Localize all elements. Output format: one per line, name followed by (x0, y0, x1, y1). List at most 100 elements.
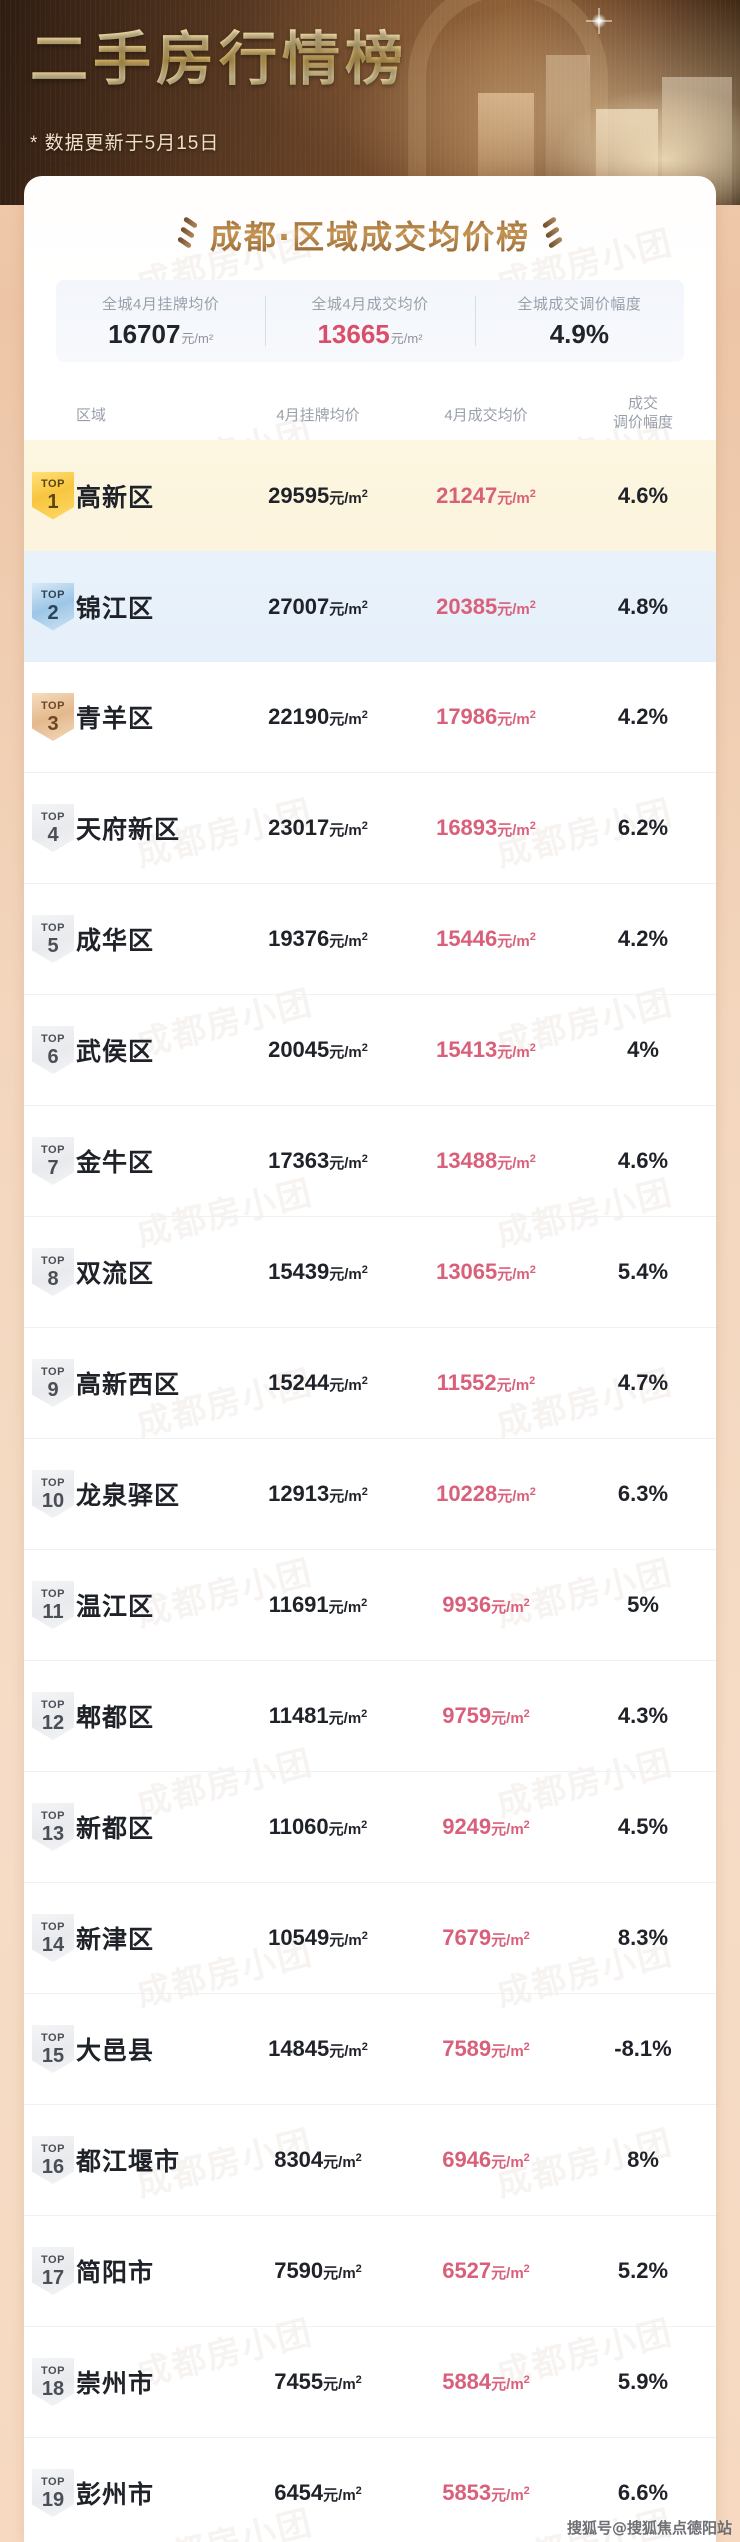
rank-badge-label: TOP (41, 1698, 65, 1711)
rank-badge-icon: TOP 19 (32, 2469, 74, 2517)
price-number: 5884 (442, 2369, 492, 2394)
area-name: 都江堰市 (76, 2148, 181, 2176)
price-unit: 元/m2 (497, 598, 536, 618)
wheat-left-icon (176, 216, 199, 253)
deal-price-value: 16893元/m2 (402, 815, 570, 841)
area-name: 龙泉驿区 (76, 1482, 181, 1510)
table-row[interactable]: TOP 5 成华区 19376元/m2 15446元/m2 4.2% (24, 884, 716, 995)
listing-price-value: 15439元/m2 (234, 1259, 402, 1285)
adjust-rate-value: 4.2% (617, 926, 669, 951)
rank-badge-icon: TOP 17 (32, 2247, 74, 2295)
price-unit: 元/m2 (497, 1042, 536, 1061)
area-name: 新都区 (76, 1815, 155, 1843)
price-unit: 元/m2 (497, 487, 536, 507)
listing-price-value: 7590元/m2 (234, 2258, 402, 2284)
summary-number: 4.9% (549, 318, 609, 349)
area-name: 大邑县 (76, 2037, 155, 2065)
table-row[interactable]: TOP 15 大邑县 14845元/m2 7589元/m2 -8.1% (24, 1994, 716, 2105)
adjust-rate-value: 5.4% (617, 1259, 669, 1284)
listing-price-value: 7455元/m2 (234, 2369, 402, 2395)
table-row[interactable]: TOP 16 都江堰市 8304元/m2 6946元/m2 8% (24, 2105, 716, 2216)
summary-cell-deal-price: 全城4月成交均价 13665元/m² (265, 280, 474, 362)
price-unit: 元/m2 (323, 2485, 362, 2504)
price-number: 8304 (274, 2147, 324, 2172)
summary-label: 全城4月挂牌均价 (101, 295, 220, 313)
rank-badge-cell: TOP 7 (24, 1137, 76, 1185)
rank-badge-icon: TOP 5 (32, 915, 74, 963)
rank-badge-number: 1 (47, 491, 59, 513)
price-number: 6527 (442, 2258, 492, 2283)
table-row[interactable]: TOP 13 新都区 11060元/m2 9249元/m2 4.5% (24, 1772, 716, 1883)
column-header-rate-line2: 调价幅度 (612, 414, 673, 431)
price-unit: 元/m2 (497, 709, 536, 728)
price-number: 15413 (436, 1037, 498, 1062)
price-number: 27007 (268, 593, 330, 619)
summary-cell-adjust-rate: 全城成交调价幅度 4.9% (474, 280, 684, 362)
rank-badge-number: 15 (41, 2044, 65, 2067)
summary-label: 全城4月成交均价 (311, 295, 429, 313)
source-watermark: 搜狐号@搜狐焦点德阳站 (566, 2519, 732, 2537)
price-number: 17986 (436, 704, 498, 729)
price-unit: 元/m2 (491, 2374, 530, 2393)
table-row[interactable]: TOP 17 简阳市 7590元/m2 6527元/m2 5.2% (24, 2216, 716, 2327)
rank-badge-number: 11 (42, 1600, 64, 1623)
price-unit: 元/m2 (329, 1930, 368, 1949)
deal-price-value: 7589元/m2 (402, 2036, 570, 2062)
ranking-rows: TOP 1 高新区 29595元/m2 21247元/m2 4.6% TOP 2 锦江区 2700… (24, 440, 716, 2542)
rank-badge-label: TOP (41, 1920, 65, 1933)
column-header-deal: 4月成交均价 (444, 406, 528, 424)
rank-badge-cell: TOP 11 (24, 1581, 76, 1629)
rank-badge-number: 6 (47, 1045, 59, 1068)
table-row[interactable]: TOP 19 彭州市 6454元/m2 5853元/m2 6.6% (24, 2438, 716, 2542)
rank-badge-icon: TOP 8 (32, 1248, 74, 1296)
table-row[interactable]: TOP 1 高新区 29595元/m2 21247元/m2 4.6% (24, 440, 716, 551)
table-row[interactable]: TOP 2 锦江区 27007元/m2 20385元/m2 4.8% (24, 551, 716, 662)
price-number: 29595 (268, 482, 330, 508)
price-number: 15446 (436, 926, 498, 951)
hero-banner: 二手房行情榜 * 数据更新于5月15日 (0, 0, 740, 205)
deal-price-value: 5884元/m2 (402, 2369, 570, 2395)
table-row[interactable]: TOP 12 郫都区 11481元/m2 9759元/m2 4.3% (24, 1661, 716, 1772)
rank-badge-number: 19 (41, 2488, 65, 2511)
adjust-rate-value: 4.5% (617, 1814, 669, 1839)
price-unit: 元/m2 (329, 2041, 368, 2060)
rank-badge-number: 3 (47, 712, 59, 735)
table-row[interactable]: TOP 14 新津区 10549元/m2 7679元/m2 8.3% (24, 1883, 716, 1994)
rank-badge-label: TOP (41, 1143, 65, 1156)
summary-label: 全城成交调价幅度 (517, 295, 642, 313)
price-number: 21247 (436, 482, 498, 508)
price-unit: 元/m2 (497, 931, 536, 950)
rank-badge-icon: TOP 2 (32, 582, 74, 631)
rank-badge-cell: TOP 14 (24, 1914, 76, 1962)
rank-badge-number: 10 (41, 1489, 65, 1512)
area-name: 简阳市 (76, 2259, 155, 2287)
adjust-rate-value: 4.6% (617, 482, 669, 508)
rank-badge-number: 18 (41, 2377, 65, 2400)
rank-badge-cell: TOP 18 (24, 2358, 76, 2406)
summary-value: 13665元/m² (317, 319, 422, 350)
hero-update-note: * 数据更新于5月15日 (30, 133, 220, 154)
area-name: 高新区 (76, 483, 155, 512)
price-number: 11481 (268, 1703, 329, 1728)
table-row[interactable]: TOP 6 武侯区 20045元/m2 15413元/m2 4% (24, 995, 716, 1106)
table-row[interactable]: TOP 10 龙泉驿区 12913元/m2 10228元/m2 6.3% (24, 1439, 716, 1550)
table-row[interactable]: TOP 8 双流区 15439元/m2 13065元/m2 5.4% (24, 1217, 716, 1328)
listing-price-value: 11060元/m2 (234, 1814, 402, 1840)
listing-price-value: 22190元/m2 (234, 704, 402, 730)
table-row[interactable]: TOP 9 高新西区 15244元/m2 11552元/m2 4.7% (24, 1328, 716, 1439)
rank-badge-icon: TOP 1 (32, 471, 74, 520)
summary-unit: 元/m² (181, 330, 214, 346)
listing-price-value: 12913元/m2 (234, 1481, 402, 1507)
rank-badge-label: TOP (41, 1365, 65, 1378)
ranking-card: 成都房小团 成都房小团 成都房小团 成都房小团 成都房小团 成都房小团 成都房小团 成都房小团… (24, 176, 716, 2542)
area-name: 郫都区 (76, 1704, 155, 1732)
table-row[interactable]: TOP 4 天府新区 23017元/m2 16893元/m2 6.2% (24, 773, 716, 884)
table-row[interactable]: TOP 7 金牛区 17363元/m2 13488元/m2 4.6% (24, 1106, 716, 1217)
rank-badge-label: TOP (41, 1476, 65, 1489)
listing-price-value: 27007元/m2 (234, 594, 402, 620)
rank-badge-number: 8 (47, 1267, 59, 1290)
area-name: 彭州市 (76, 2481, 155, 2509)
table-row[interactable]: TOP 3 青羊区 22190元/m2 17986元/m2 4.2% (24, 662, 716, 773)
table-row[interactable]: TOP 11 温江区 11691元/m2 9936元/m2 5% (24, 1550, 716, 1661)
table-row[interactable]: TOP 18 崇州市 7455元/m2 5884元/m2 5.9% (24, 2327, 716, 2438)
